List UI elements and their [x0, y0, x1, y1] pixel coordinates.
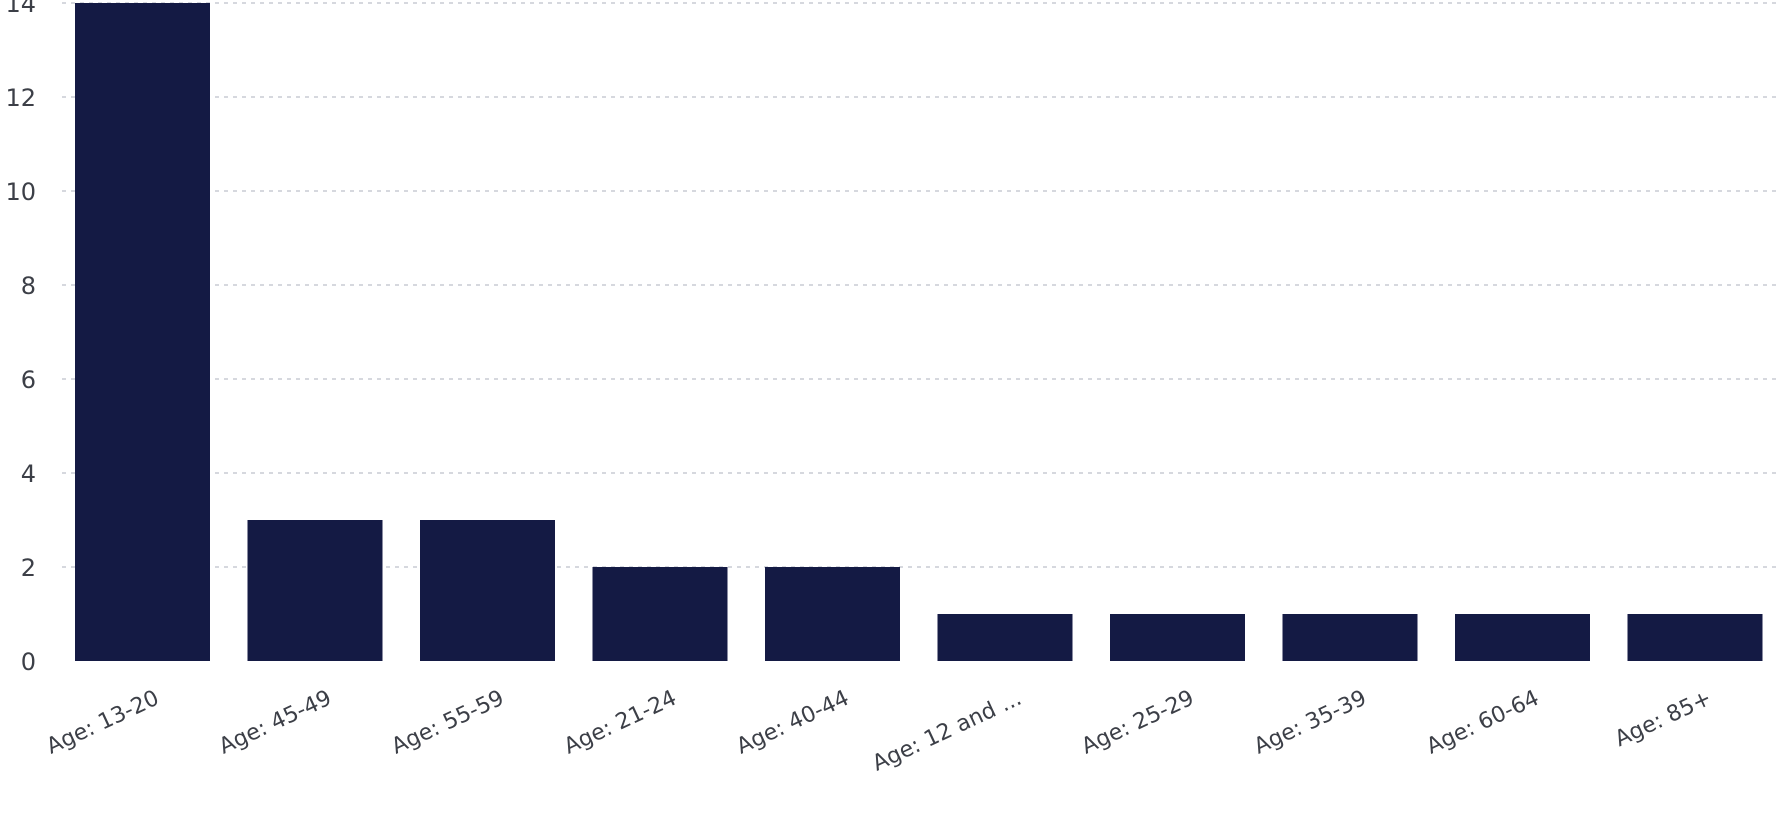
bar[interactable] [592, 567, 728, 661]
bar[interactable] [75, 3, 210, 661]
x-category-label: Age: 21-24 [560, 686, 680, 760]
y-axis-tick-labels: 0 2 4 6 8 10 12 14 [5, 0, 36, 676]
x-category-label: Age: 45-49 [215, 686, 335, 760]
x-category-label: Age: 60-64 [1423, 686, 1543, 760]
x-category-label: Age: 25-29 [1078, 686, 1198, 760]
bar[interactable] [420, 520, 555, 661]
x-category-label: Age: 13-20 [43, 686, 163, 760]
y-tick-label: 6 [21, 366, 36, 394]
y-tick-label: 12 [5, 84, 36, 112]
y-tick-label: 2 [21, 554, 36, 582]
gridlines [62, 2, 1779, 568]
bar[interactable] [1110, 614, 1245, 661]
bar[interactable] [1455, 614, 1590, 661]
bars [75, 3, 1763, 661]
y-tick-label: 0 [21, 648, 36, 676]
bar[interactable] [937, 614, 1073, 661]
y-tick-label: 10 [5, 178, 36, 206]
y-tick-label: 8 [21, 272, 36, 300]
x-axis-category-labels: Age: 13-20 Age: 45-49 Age: 55-59 Age: 21-24… [43, 686, 1716, 777]
y-tick-label: 14 [5, 0, 36, 18]
x-category-label: Age: 35-39 [1250, 686, 1370, 760]
bar[interactable] [765, 567, 900, 661]
bar[interactable] [1627, 614, 1763, 661]
y-tick-label: 4 [21, 460, 36, 488]
bar[interactable] [1282, 614, 1418, 661]
x-category-label: Age: 40-44 [733, 686, 853, 760]
x-category-label: Age: 12 and ... [869, 686, 1026, 777]
x-category-label: Age: 85+ [1611, 686, 1715, 752]
x-category-label: Age: 55-59 [388, 686, 508, 760]
bar[interactable] [247, 520, 383, 661]
